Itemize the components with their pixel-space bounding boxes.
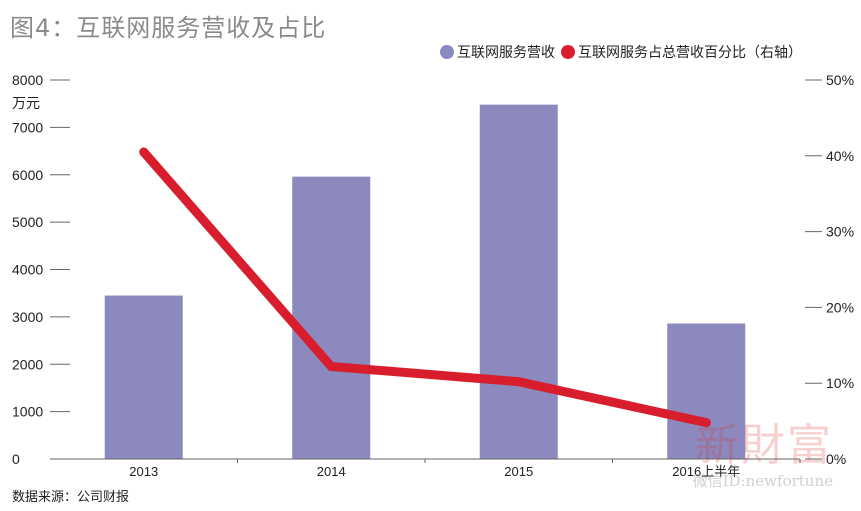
left-tick-label: 2000 [12, 356, 43, 372]
line-point-share [514, 377, 524, 387]
watermark-brand: 新財富 [695, 420, 833, 471]
left-tick-label: 6000 [12, 167, 43, 183]
x-tick-label: 2015 [504, 464, 533, 479]
watermark: 新財富 微信ID:newfortune [693, 424, 833, 491]
bar-revenue [667, 323, 746, 459]
legend: 互联网服务营收 互联网服务占总营收百分比（右轴） [440, 42, 808, 62]
left-tick-label: 5000 [12, 214, 43, 230]
left-tick-label: 8000 [12, 72, 43, 88]
left-tick-label: 1000 [12, 404, 43, 420]
bar-revenue [479, 104, 558, 459]
watermark-id: 微信ID:newfortune [692, 472, 833, 490]
bar-revenue [292, 176, 371, 459]
chart-title: 图4：互联网服务营收及占比 [10, 14, 327, 42]
line-point-share [326, 362, 336, 372]
bar-revenue [104, 295, 183, 459]
right-tick-label: 10% [826, 375, 854, 391]
x-tick-label: 2016上半年 [672, 464, 740, 479]
left-axis-unit: 万元 [12, 96, 40, 112]
x-tick-label: 2013 [129, 464, 158, 479]
line-point-share [139, 147, 149, 157]
line-point-share [701, 418, 711, 428]
x-tick-label: 2014 [317, 464, 346, 479]
legend-item-share: 互联网服务占总营收百分比（右轴） [561, 42, 802, 62]
legend-swatch-share [561, 45, 575, 59]
left-tick-label: 3000 [12, 309, 43, 325]
legend-item-revenue: 互联网服务营收 [440, 42, 555, 62]
right-tick-label: 30% [826, 224, 854, 240]
legend-label-revenue: 互联网服务营收 [457, 45, 555, 61]
right-tick-label: 0% [826, 451, 846, 467]
right-tick-label: 50% [826, 72, 854, 88]
left-tick-label: 4000 [12, 262, 43, 278]
legend-label-share: 互联网服务占总营收百分比（右轴） [578, 45, 802, 61]
data-source: 数据来源：公司财报 [12, 490, 130, 505]
right-tick-label: 40% [826, 148, 854, 164]
left-tick-label: 7000 [12, 119, 43, 135]
line-share [139, 147, 711, 428]
legend-swatch-revenue [440, 45, 454, 59]
right-tick-label: 20% [826, 299, 854, 315]
left-tick-label: 0 [12, 451, 20, 467]
